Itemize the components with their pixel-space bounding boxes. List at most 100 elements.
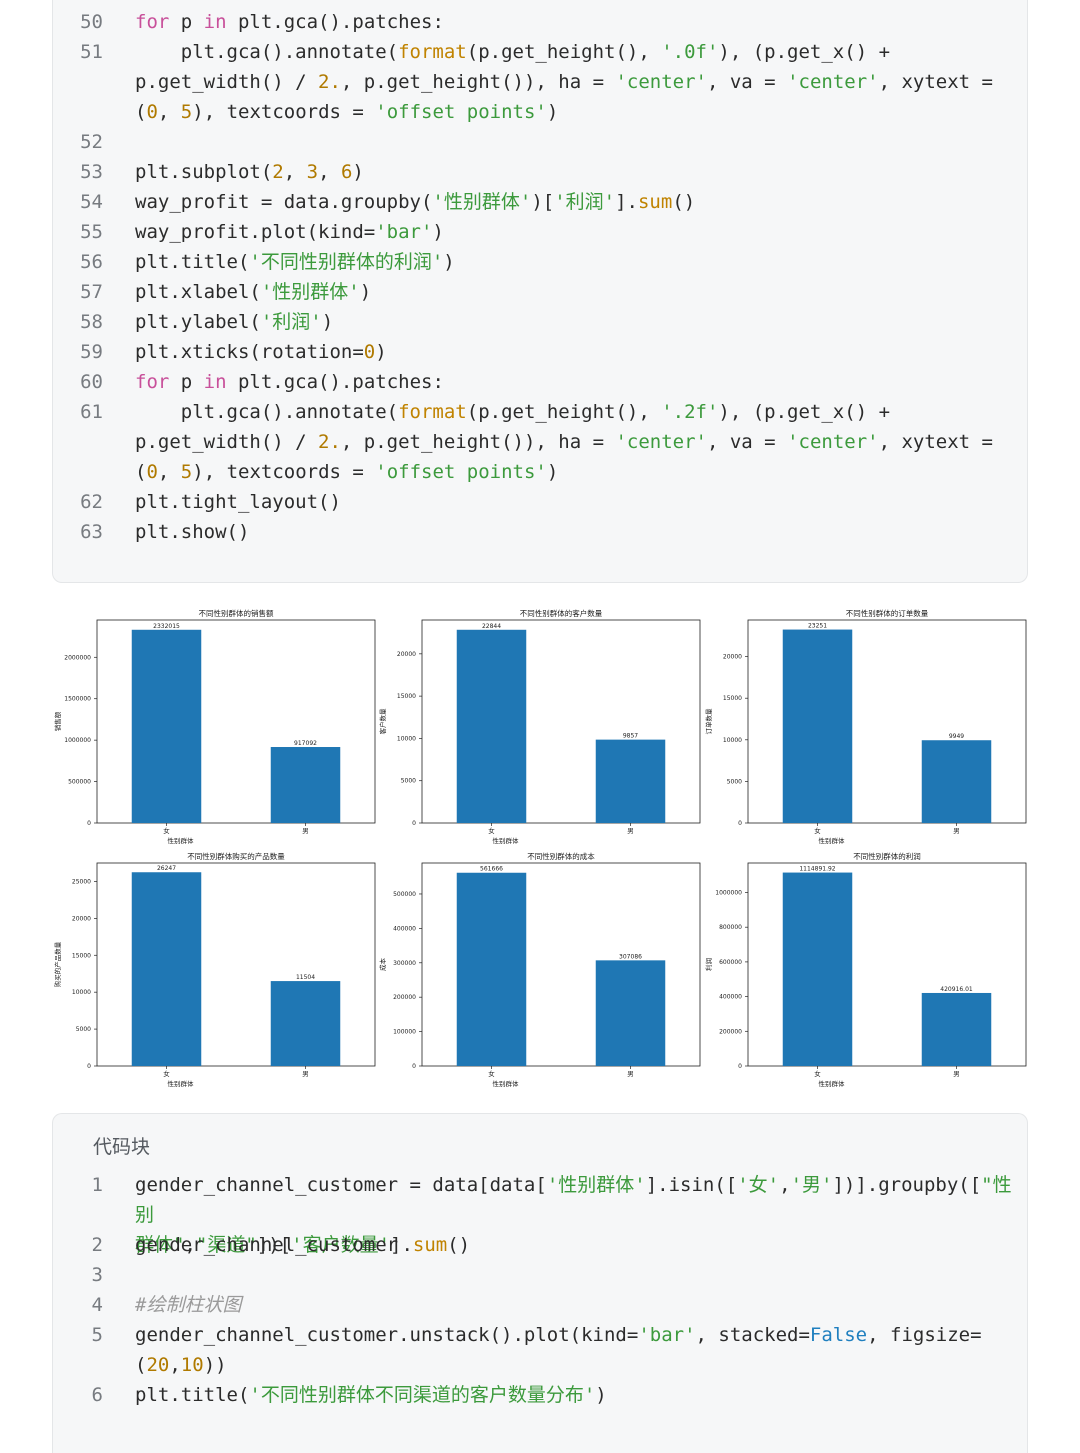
- chart-title: 不同性别群体的利润: [853, 851, 921, 861]
- line-source: #绘制柱状图: [135, 1294, 242, 1316]
- code-line: 63 plt.show(): [53, 517, 1029, 547]
- bar: [921, 740, 992, 823]
- data-label: 23251: [808, 623, 827, 630]
- chart-panel: 不同性别群体的客户数量 22844 女 9857 男 0 5000 10000 15000 200…: [378, 608, 701, 845]
- plot-area: [96, 619, 376, 824]
- x-tick-label: 男: [627, 827, 634, 835]
- line-number: 63: [80, 521, 103, 543]
- x-tick-label: 女: [163, 1069, 170, 1078]
- chart-title: 不同性别群体的成本: [527, 851, 595, 861]
- data-label: 22844: [482, 623, 501, 630]
- y-tick-label: 0: [738, 1063, 742, 1070]
- chart-panel: 不同性别群体的订单数量 23251 女 9949 男 0 5000 10000 15000 200…: [704, 608, 1027, 845]
- data-label: 9949: [949, 733, 964, 740]
- y-axis-label: 客户数量: [378, 708, 387, 735]
- code-line: 53 plt.subplot(2, 3, 6): [53, 157, 1029, 187]
- x-tick-label: 女: [488, 1069, 495, 1078]
- y-tick-label: 10000: [723, 737, 742, 744]
- y-tick-label: 0: [412, 820, 416, 827]
- y-tick-label: 15000: [723, 695, 742, 702]
- data-label: 26247: [157, 865, 176, 872]
- y-tick-label: 20000: [397, 651, 416, 658]
- y-tick-label: 100000: [393, 1029, 416, 1036]
- data-label: 917092: [294, 740, 317, 747]
- y-tick-label: 10000: [72, 989, 91, 996]
- x-tick-label: 男: [627, 1070, 634, 1078]
- plot-area: [747, 619, 1027, 824]
- chart-panel: 不同性别群体的销售额 2332015 女 917092 男 0 500000 1000000 1…: [53, 608, 376, 845]
- code-block-caption: 代码块: [93, 1136, 151, 1158]
- code-line: 54 way_profit = data.groupby('性别群体')['利润'…: [53, 187, 1029, 217]
- code-line: 59 plt.xticks(rotation=0): [53, 337, 1029, 367]
- line-source: plt.xticks(rotation=0): [135, 341, 387, 363]
- code-line: 52: [53, 127, 1029, 157]
- line-source: for p in plt.gca().patches:: [135, 371, 444, 393]
- data-label: 11504: [296, 974, 315, 981]
- bar: [131, 629, 202, 823]
- y-tick-label: 600000: [719, 959, 742, 966]
- line-number: 57: [80, 281, 103, 303]
- chart-title: 不同性别群体的销售额: [199, 608, 274, 618]
- code-line: 61 plt.gca().annotate(format(p.get_heigh…: [53, 397, 1029, 487]
- line-source: plt.ylabel('利润'): [135, 311, 334, 333]
- y-axis-label: 订单数量: [704, 708, 713, 735]
- line-source: gender_channel_customer = data[data['性别群…: [135, 1174, 1012, 1256]
- x-tick-label: 女: [163, 826, 170, 835]
- line-number: 52: [80, 131, 103, 153]
- bar: [595, 739, 666, 823]
- plot-area: [96, 862, 376, 1067]
- line-source: plt.title('不同性别群体不同渠道的客户数量分布'): [135, 1384, 607, 1406]
- code-line: 55 way_profit.plot(kind='bar'): [53, 217, 1029, 247]
- bar: [131, 872, 202, 1066]
- x-axis-label: 性别群体: [493, 1079, 520, 1088]
- y-tick-label: 400000: [719, 994, 742, 1001]
- bar: [270, 981, 341, 1066]
- plot-area: [421, 619, 701, 824]
- x-tick-label: 女: [814, 1069, 821, 1078]
- data-label: 307086: [619, 953, 642, 960]
- y-tick-label: 0: [412, 1063, 416, 1070]
- line-source: way_profit = data.groupby('性别群体')['利润'].…: [135, 191, 696, 213]
- code-line: 1 gender_channel_customer = data[data['性别…: [53, 1170, 1029, 1256]
- line-number: 62: [80, 491, 103, 513]
- bar: [921, 992, 992, 1066]
- y-tick-label: 200000: [719, 1028, 742, 1035]
- bar: [595, 960, 666, 1066]
- line-number: 2: [91, 1234, 103, 1256]
- bar: [270, 747, 341, 823]
- line-number: 59: [80, 341, 103, 363]
- x-tick-label: 男: [953, 827, 960, 835]
- line-number: 55: [80, 221, 103, 243]
- line-number: 60: [80, 371, 103, 393]
- data-label: 2332015: [153, 623, 180, 630]
- line-source: gender_channel_customer: [135, 1234, 399, 1256]
- code-line: 56 plt.title('不同性别群体的利润'): [53, 247, 1029, 277]
- x-axis-label: 性别群体: [168, 1079, 195, 1088]
- code-line: 58 plt.ylabel('利润'): [53, 307, 1029, 337]
- y-tick-label: 20000: [723, 654, 742, 661]
- y-tick-label: 25000: [72, 878, 91, 885]
- bar-charts-grid: 不同性别群体的销售额2332015女917092男050000010000001…: [53, 608, 1027, 1088]
- code-line: 62 plt.tight_layout(): [53, 487, 1029, 517]
- data-label: 1114891.92: [799, 866, 835, 873]
- line-number: 50: [80, 11, 103, 33]
- line-number: 54: [80, 191, 103, 213]
- bar: [782, 872, 853, 1066]
- x-tick-label: 女: [488, 826, 495, 835]
- chart-title: 不同性别群体购买的产品数量: [187, 851, 285, 861]
- y-tick-label: 2000000: [64, 654, 91, 661]
- line-number: 61: [80, 401, 103, 423]
- line-source: plt.gca().annotate(format(p.get_height()…: [135, 401, 993, 483]
- chart-title: 不同性别群体的订单数量: [846, 608, 929, 618]
- x-axis-label: 性别群体: [819, 1079, 846, 1088]
- y-tick-label: 300000: [393, 960, 416, 967]
- code-line: 50 for p in plt.gca().patches:: [53, 7, 1029, 37]
- y-tick-label: 15000: [397, 693, 416, 700]
- line-number: 51: [80, 41, 103, 63]
- code-line: 57 plt.xlabel('性别群体'): [53, 277, 1029, 307]
- bar: [456, 872, 527, 1066]
- code-line: 6 plt.title('不同性别群体不同渠道的客户数量分布'): [53, 1380, 1029, 1410]
- y-tick-label: 500000: [393, 891, 416, 898]
- y-axis-label: 购买的产品数量: [53, 941, 62, 987]
- y-tick-label: 5000: [401, 778, 416, 785]
